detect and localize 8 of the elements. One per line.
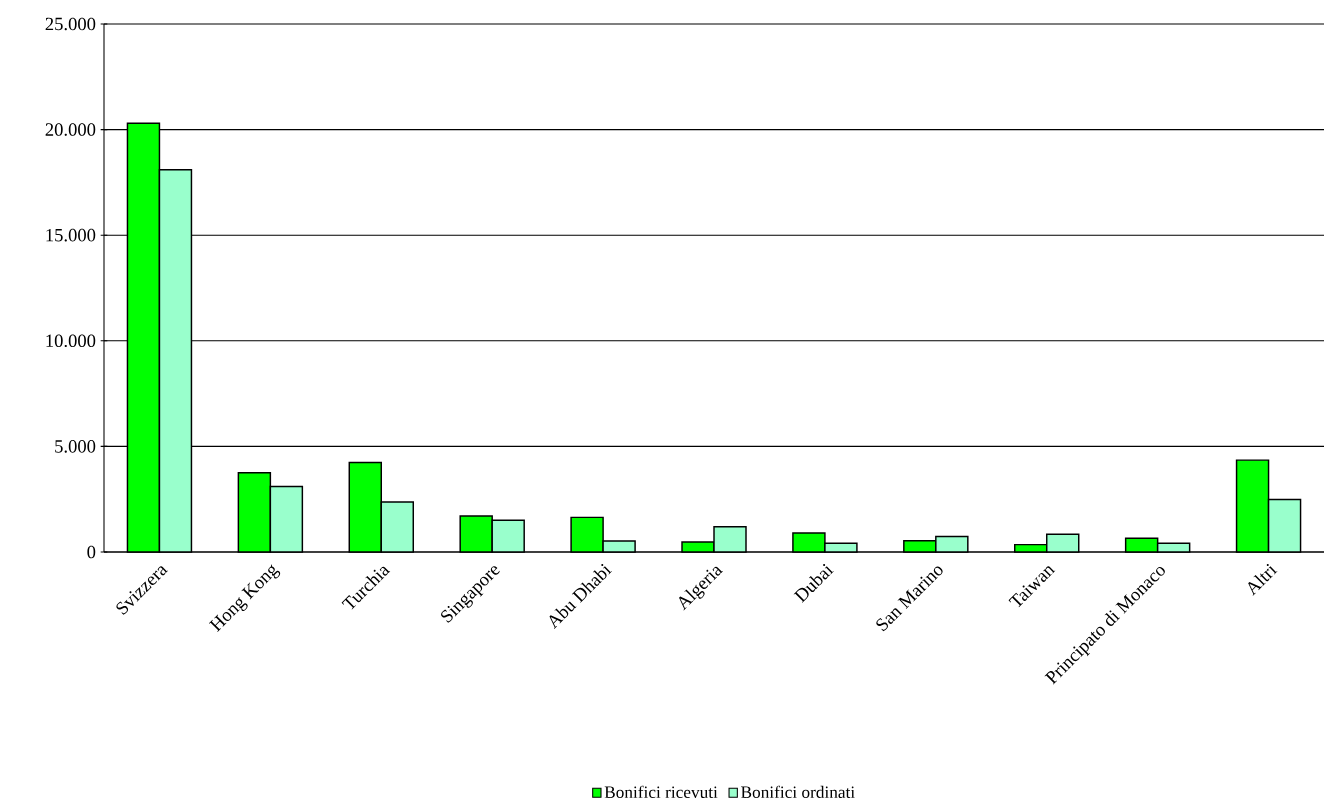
- y-tick-label: 0: [87, 545, 96, 559]
- y-tick-label: 25.000: [45, 17, 96, 31]
- y-tick-label: 20.000: [45, 123, 96, 136]
- legend-label: Bonifici ordinati: [741, 785, 855, 799]
- y-tick-label: 10.000: [46, 334, 96, 348]
- legend-label: Bonifici ricevuti: [604, 785, 718, 799]
- y-tick-label: 5.000: [55, 440, 96, 453]
- y-tick-label: 15.000: [46, 228, 96, 242]
